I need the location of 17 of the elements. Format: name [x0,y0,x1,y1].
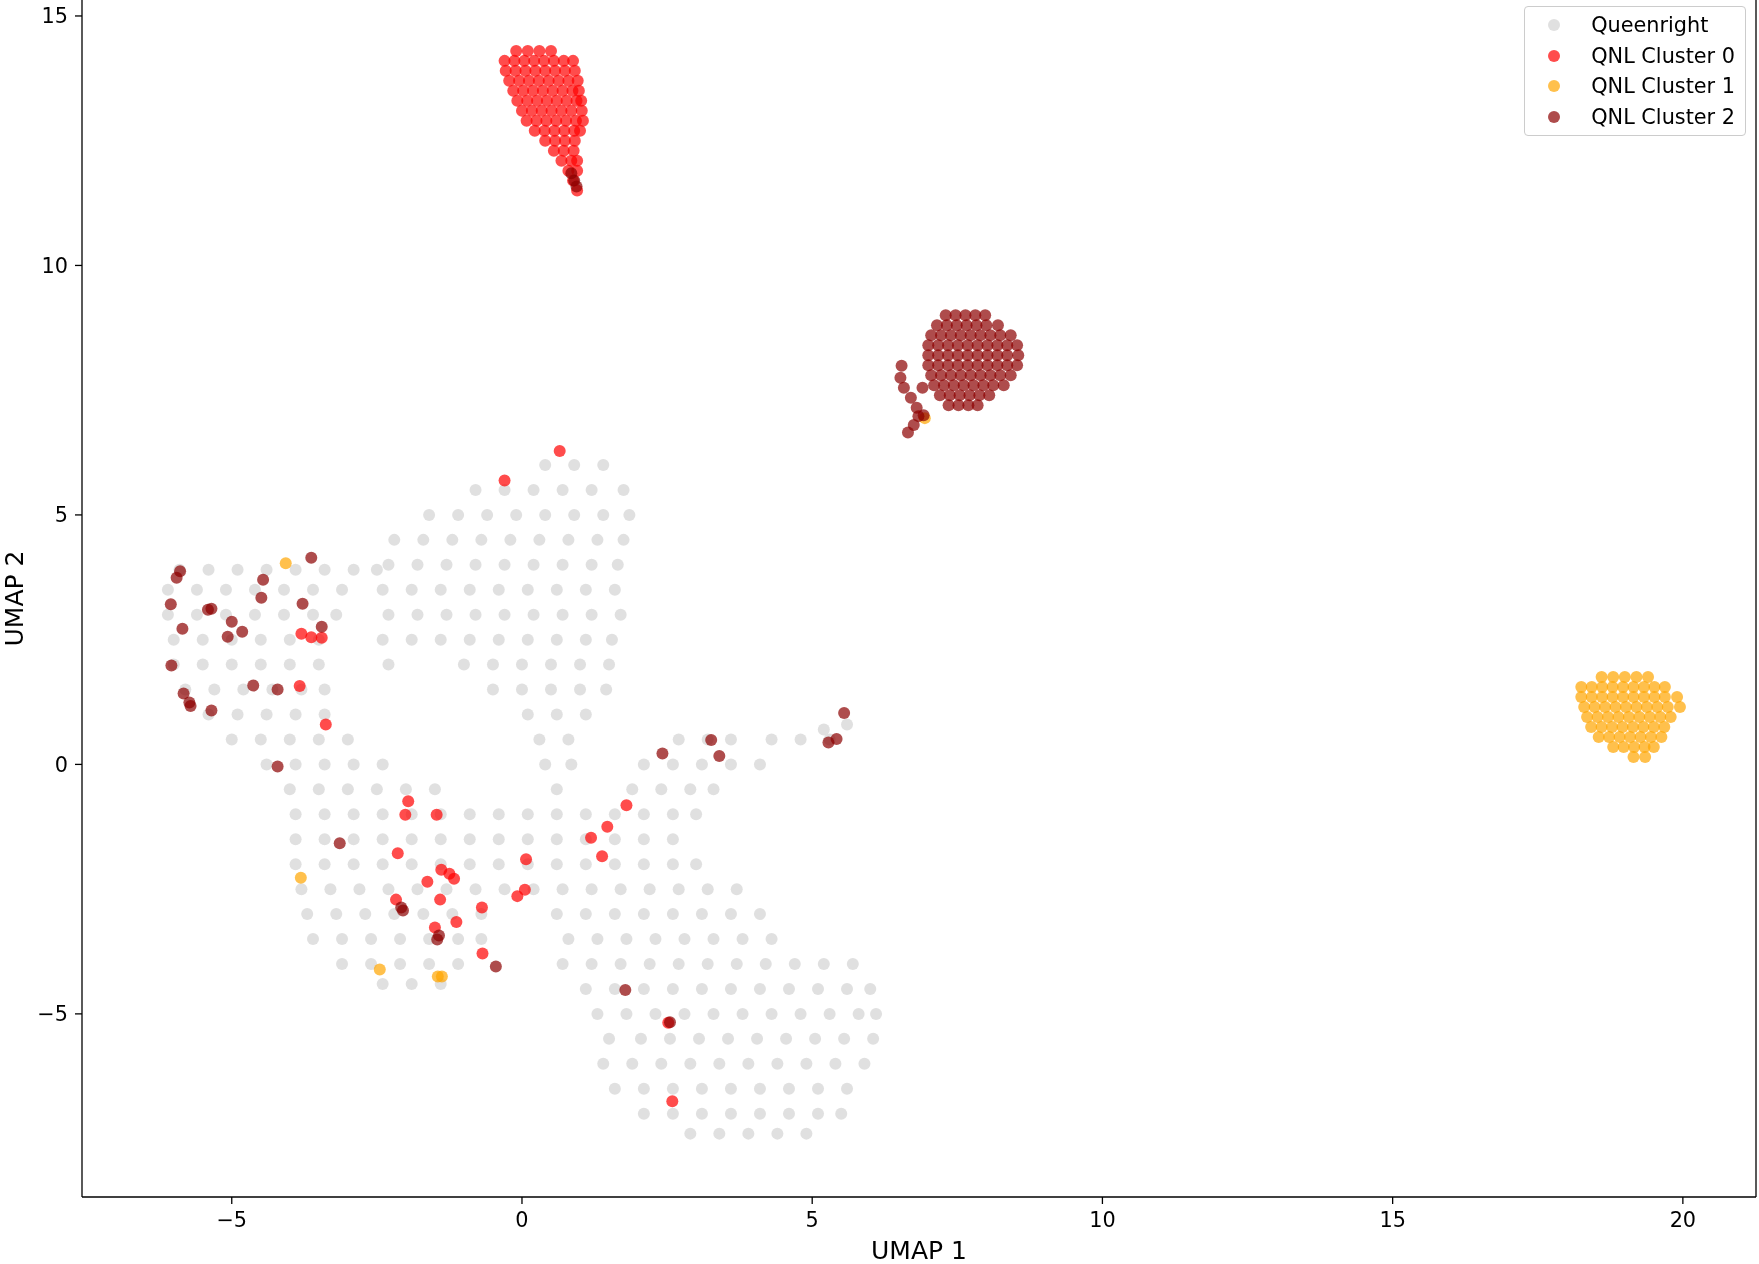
x-tick-label: 0 [515,1207,529,1232]
x-tick-label: −5 [216,1207,248,1232]
x-tick-label: 10 [1089,1207,1116,1232]
legend-label: QNL Cluster 0 [1591,43,1735,68]
x-axis-title: UMAP 1 [871,1235,967,1264]
x-tick-label: 20 [1669,1207,1697,1232]
y-tick-label: 10 [41,253,68,278]
y-tick-label: −5 [37,1002,68,1027]
y-tick-label: 5 [54,503,68,528]
y-tick-label: 0 [54,752,68,777]
legend-label: QNL Cluster 1 [1591,74,1735,99]
legend-label: Queenright [1591,13,1709,38]
y-axis-title: UMAP 2 [0,550,29,647]
legend-label: QNL Cluster 2 [1591,105,1735,130]
y-tick-label: 15 [41,4,68,29]
x-tick-label: 5 [805,1207,819,1232]
x-tick-label: 15 [1379,1207,1406,1232]
